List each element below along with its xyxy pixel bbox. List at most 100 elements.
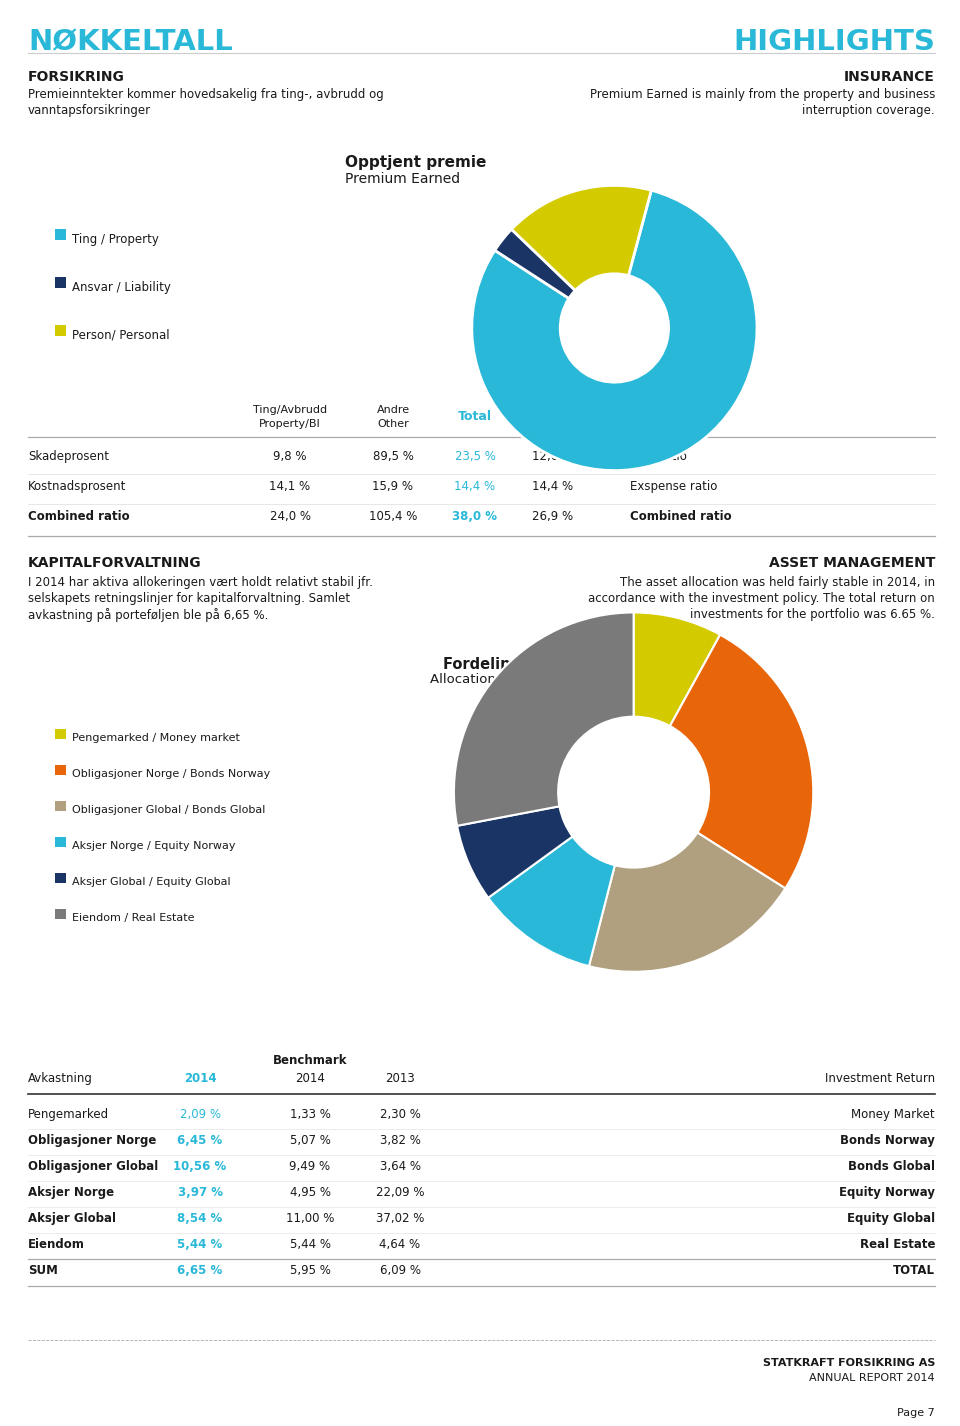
Wedge shape xyxy=(489,837,614,967)
Text: avkastning på porteføljen ble på 6,65 %.: avkastning på porteføljen ble på 6,65 %. xyxy=(28,607,269,622)
Text: 6,09 %: 6,09 % xyxy=(379,1263,420,1278)
Text: 4,95 %: 4,95 % xyxy=(290,1186,330,1199)
Bar xyxy=(55,873,66,883)
Text: 2,30 %: 2,30 % xyxy=(379,1108,420,1121)
Text: Obligasjoner Norge / Bonds Norway: Obligasjoner Norge / Bonds Norway xyxy=(72,769,271,779)
Text: Property/BI: Property/BI xyxy=(259,419,321,429)
Text: 23,5 %: 23,5 % xyxy=(455,451,495,463)
Text: Obligasjoner Global / Bonds Global: Obligasjoner Global / Bonds Global xyxy=(72,806,265,816)
Text: 37,02 %: 37,02 % xyxy=(375,1212,424,1225)
Text: 5,44 %: 5,44 % xyxy=(290,1238,330,1251)
Text: Aksjer Norge / Equity Norway: Aksjer Norge / Equity Norway xyxy=(72,841,235,851)
Bar xyxy=(55,764,66,774)
Text: Investment Return: Investment Return xyxy=(825,1072,935,1085)
Text: Page 7: Page 7 xyxy=(898,1407,935,1417)
Wedge shape xyxy=(457,806,572,898)
Text: Ansvar / Liability: Ansvar / Liability xyxy=(72,281,171,294)
Text: interruption coverage.: interruption coverage. xyxy=(803,104,935,117)
Text: Fordeling pr aktivaklasse: Fordeling pr aktivaklasse xyxy=(444,657,653,672)
Wedge shape xyxy=(588,833,785,971)
Text: I 2014 har aktiva allokeringen vært holdt relativt stabil jfr.: I 2014 har aktiva allokeringen vært hold… xyxy=(28,576,372,589)
Text: Real Estate: Real Estate xyxy=(859,1238,935,1251)
Text: 15,9 %: 15,9 % xyxy=(372,481,414,493)
Bar xyxy=(55,325,66,337)
Text: Exspense ratio: Exspense ratio xyxy=(630,481,717,493)
Text: 8,54 %: 8,54 % xyxy=(178,1212,223,1225)
Text: 2014: 2014 xyxy=(295,1072,324,1085)
Text: Loss ratio: Loss ratio xyxy=(630,451,686,463)
Text: Benchmark: Benchmark xyxy=(273,1054,348,1067)
Text: 3,97 %: 3,97 % xyxy=(178,1186,223,1199)
Wedge shape xyxy=(494,230,575,298)
Text: Pengemarked: Pengemarked xyxy=(28,1108,109,1121)
Text: Aksjer Global / Equity Global: Aksjer Global / Equity Global xyxy=(72,877,230,887)
Text: Bonds Norway: Bonds Norway xyxy=(840,1134,935,1147)
Text: Eiendom / Real Estate: Eiendom / Real Estate xyxy=(72,913,195,923)
Text: 10,56 %: 10,56 % xyxy=(174,1159,227,1174)
Text: Avkastning: Avkastning xyxy=(28,1072,93,1085)
Text: Premium Earned is mainly from the property and business: Premium Earned is mainly from the proper… xyxy=(589,88,935,101)
Text: 105,4 %: 105,4 % xyxy=(369,511,418,523)
Bar xyxy=(55,729,66,739)
Text: Obligasjoner Norge: Obligasjoner Norge xyxy=(28,1134,156,1147)
Text: Allocation per investment category: Allocation per investment category xyxy=(430,673,665,686)
Text: 2013: 2013 xyxy=(536,411,570,424)
Text: Other: Other xyxy=(377,419,409,429)
Text: 6,45 %: 6,45 % xyxy=(178,1134,223,1147)
Bar xyxy=(55,230,66,240)
Wedge shape xyxy=(454,613,634,826)
Text: SUM: SUM xyxy=(28,1263,58,1278)
Text: 14,4 %: 14,4 % xyxy=(454,481,495,493)
Text: 5,44 %: 5,44 % xyxy=(178,1238,223,1251)
Text: 9,8 %: 9,8 % xyxy=(274,451,307,463)
Text: 5,07 %: 5,07 % xyxy=(290,1134,330,1147)
Text: Eiendom: Eiendom xyxy=(28,1238,84,1251)
Text: STATKRAFT FORSIKRING AS: STATKRAFT FORSIKRING AS xyxy=(762,1358,935,1368)
Text: Aksjer Global: Aksjer Global xyxy=(28,1212,116,1225)
Text: 38,0 %: 38,0 % xyxy=(452,511,497,523)
Text: Combined ratio: Combined ratio xyxy=(28,511,130,523)
Text: investments for the portfolio was 6.65 %.: investments for the portfolio was 6.65 %… xyxy=(690,607,935,620)
Text: Bonds Global: Bonds Global xyxy=(848,1159,935,1174)
Bar xyxy=(55,837,66,847)
Text: Obligasjoner Global: Obligasjoner Global xyxy=(28,1159,158,1174)
Text: Pengemarked / Money market: Pengemarked / Money market xyxy=(72,733,240,743)
Wedge shape xyxy=(471,190,757,471)
Text: 2013: 2013 xyxy=(385,1072,415,1085)
Text: Person/ Personal: Person/ Personal xyxy=(72,329,170,342)
Text: vanntapsforsikringer: vanntapsforsikringer xyxy=(28,104,151,117)
Bar xyxy=(55,801,66,811)
Text: ANNUAL REPORT 2014: ANNUAL REPORT 2014 xyxy=(809,1373,935,1383)
Text: Premieinntekter kommer hovedsakelig fra ting-, avbrudd og: Premieinntekter kommer hovedsakelig fra … xyxy=(28,88,384,101)
Text: 11,00 %: 11,00 % xyxy=(286,1212,334,1225)
Text: Ting/Avbrudd: Ting/Avbrudd xyxy=(252,405,327,415)
Bar xyxy=(55,908,66,918)
Text: Combined ratio: Combined ratio xyxy=(630,511,732,523)
Text: Total: Total xyxy=(458,411,492,424)
Text: 9,49 %: 9,49 % xyxy=(289,1159,330,1174)
Text: 3,82 %: 3,82 % xyxy=(379,1134,420,1147)
Text: Opptjent premie: Opptjent premie xyxy=(345,155,487,170)
Text: 2014: 2014 xyxy=(183,1072,216,1085)
Text: 22,09 %: 22,09 % xyxy=(375,1186,424,1199)
Text: HIGHLIGHTS: HIGHLIGHTS xyxy=(733,29,935,56)
Text: Andre: Andre xyxy=(376,405,410,415)
Text: Money Market: Money Market xyxy=(852,1108,935,1121)
Text: 14,4 %: 14,4 % xyxy=(533,481,573,493)
Text: NØKKELTALL: NØKKELTALL xyxy=(28,29,232,56)
Text: 24,0 %: 24,0 % xyxy=(270,511,310,523)
Text: selskapets retningslinjer for kapitalforvaltning. Samlet: selskapets retningslinjer for kapitalfor… xyxy=(28,592,350,605)
Text: KAPITALFORVALTNING: KAPITALFORVALTNING xyxy=(28,556,202,570)
Text: Aksjer Norge: Aksjer Norge xyxy=(28,1186,114,1199)
Text: accordance with the investment policy. The total return on: accordance with the investment policy. T… xyxy=(588,592,935,605)
Text: 14,1 %: 14,1 % xyxy=(270,481,311,493)
Text: 89,5 %: 89,5 % xyxy=(372,451,414,463)
Text: 12,6 %: 12,6 % xyxy=(533,451,573,463)
Text: 2,09 %: 2,09 % xyxy=(180,1108,221,1121)
Text: Skadeprosent: Skadeprosent xyxy=(28,451,109,463)
Text: TOTAL: TOTAL xyxy=(893,1263,935,1278)
Text: Equity Norway: Equity Norway xyxy=(839,1186,935,1199)
Text: 26,9 %: 26,9 % xyxy=(533,511,573,523)
Text: 4,64 %: 4,64 % xyxy=(379,1238,420,1251)
Text: INSURANCE: INSURANCE xyxy=(844,70,935,84)
